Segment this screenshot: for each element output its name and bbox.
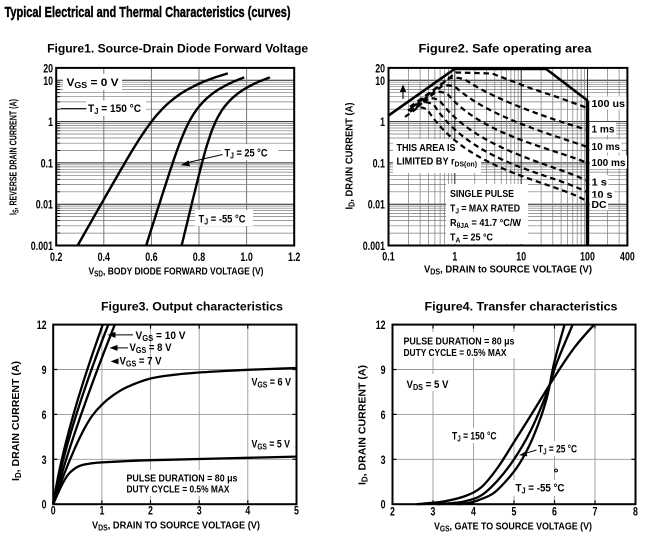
svg-text:0.001: 0.001 [31, 239, 53, 253]
svg-text:DUTY CYCLE = 0.5% MAX: DUTY CYCLE = 0.5% MAX [127, 485, 230, 496]
svg-text:6: 6 [552, 505, 557, 519]
svg-text:IS, REVERSE DRAIN CURRENT (A): IS, REVERSE DRAIN CURRENT (A) [9, 99, 21, 215]
svg-text:5: 5 [294, 504, 299, 518]
svg-text:Typical Electrical and Thermal: Typical Electrical and Thermal Character… [5, 4, 291, 21]
svg-text:10: 10 [43, 74, 53, 88]
svg-text:2: 2 [390, 505, 395, 519]
svg-text:VGS = 6 V: VGS = 6 V [252, 377, 292, 390]
svg-text:9: 9 [381, 363, 386, 377]
svg-text:12: 12 [376, 318, 386, 332]
svg-text:10: 10 [375, 74, 385, 88]
svg-text:Figure2. Safe operating area: Figure2. Safe operating area [419, 41, 592, 55]
svg-text:TJ = -55 °C: TJ = -55 °C [516, 483, 565, 496]
svg-text:4: 4 [471, 505, 476, 519]
svg-text:VDS, DRAIN TO SOURCE VOLTAGE (: VDS, DRAIN TO SOURCE VOLTAGE (V) [92, 521, 260, 533]
svg-text:0.01: 0.01 [36, 198, 54, 212]
svg-text:2: 2 [148, 504, 153, 518]
svg-text:ID, DRAIN CURRENT (A): ID, DRAIN CURRENT (A) [358, 365, 370, 485]
svg-text:1.0: 1.0 [240, 250, 253, 264]
svg-text:Figure4. Transfer characterist: Figure4. Transfer characteristics [425, 300, 618, 314]
svg-text:0.01: 0.01 [368, 198, 386, 212]
svg-text:ID, DRAIN CURRENT (A): ID, DRAIN CURRENT (A) [11, 361, 23, 481]
svg-text:PULSE DURATION = 80 μs: PULSE DURATION = 80 μs [404, 337, 515, 348]
svg-text:TA = 25 °C: TA = 25 °C [450, 233, 494, 245]
svg-text:ID, DRAIN CURRENT (A): ID, DRAIN CURRENT (A) [345, 103, 357, 210]
svg-text:TJ = 25 °C: TJ = 25 °C [538, 444, 577, 457]
svg-text:DC: DC [592, 200, 608, 211]
svg-text:RθJA = 41.7 °C/W: RθJA = 41.7 °C/W [450, 218, 521, 230]
svg-text:1.2: 1.2 [288, 250, 301, 264]
svg-text:0.2: 0.2 [50, 250, 63, 264]
svg-text:3: 3 [381, 453, 386, 467]
svg-text:20: 20 [375, 61, 385, 75]
svg-text:20: 20 [43, 61, 53, 75]
svg-text:VDS, DRAIN to SOURCE VOLTAGE (: VDS, DRAIN to SOURCE VOLTAGE (V) [424, 265, 592, 277]
svg-text:0.4: 0.4 [98, 250, 111, 264]
svg-text:9: 9 [42, 363, 47, 377]
svg-text:VGS = 8 V: VGS = 8 V [130, 342, 173, 355]
svg-text:400: 400 [620, 250, 635, 264]
svg-text:6: 6 [42, 408, 47, 422]
svg-text:1: 1 [48, 115, 53, 129]
svg-text:0.001: 0.001 [363, 239, 385, 253]
svg-text:TJ = MAX RATED: TJ = MAX RATED [450, 204, 520, 216]
svg-text:TJ = 150 °C: TJ = 150 °C [452, 431, 497, 444]
svg-text:12: 12 [37, 318, 47, 332]
svg-text:VSD, BODY DIODE FORWARD VOLTAG: VSD, BODY DIODE FORWARD VOLTAGE (V) [89, 267, 264, 279]
svg-text:Figure3. Output characteristic: Figure3. Output characteristics [101, 300, 283, 314]
svg-text:0.6: 0.6 [145, 250, 158, 264]
svg-text:DUTY CYCLE = 0.5% MAX: DUTY CYCLE = 0.5% MAX [404, 348, 507, 359]
svg-text:0.1: 0.1 [41, 156, 54, 170]
svg-text:0.1: 0.1 [373, 156, 386, 170]
svg-text:0: 0 [381, 498, 386, 512]
svg-text:5: 5 [512, 505, 517, 519]
svg-text:10: 10 [516, 250, 526, 264]
svg-text:VGS, GATE TO SOURCE VOLTAGE (V: VGS, GATE TO SOURCE VOLTAGE (V) [434, 522, 592, 534]
svg-text:VGS = 7 V: VGS = 7 V [120, 355, 163, 368]
svg-text:7: 7 [593, 505, 598, 519]
svg-text:0.8: 0.8 [193, 250, 206, 264]
svg-text:TJ = -55 °C: TJ = -55 °C [199, 214, 246, 227]
svg-text:10 s: 10 s [592, 190, 613, 201]
svg-text:0: 0 [51, 504, 56, 518]
svg-text:1: 1 [452, 250, 457, 264]
svg-text:SINGLE PULSE: SINGLE PULSE [450, 189, 514, 200]
svg-text:3: 3 [42, 453, 47, 467]
svg-text:0.1: 0.1 [382, 250, 395, 264]
svg-text:PULSE DURATION = 80 μs: PULSE DURATION = 80 μs [127, 473, 238, 484]
svg-text:100 us: 100 us [592, 99, 626, 110]
svg-text:100 ms: 100 ms [592, 158, 626, 169]
svg-text:1 ms: 1 ms [592, 125, 615, 136]
svg-text:THIS AREA IS: THIS AREA IS [397, 143, 456, 154]
svg-text:VGS = 0 V: VGS = 0 V [67, 77, 120, 90]
svg-text:4: 4 [245, 504, 250, 518]
svg-text:10 ms: 10 ms [592, 142, 621, 153]
svg-text:3: 3 [197, 504, 202, 518]
svg-text:1: 1 [380, 115, 385, 129]
svg-text:VDS = 5 V: VDS = 5 V [407, 379, 450, 392]
svg-text:1: 1 [99, 504, 104, 518]
svg-text:Figure1. Source-Drain Diode Fo: Figure1. Source-Drain Diode Forward Volt… [47, 41, 308, 55]
svg-text:100: 100 [580, 250, 595, 264]
svg-text:1 s: 1 s [592, 178, 608, 189]
svg-text:6: 6 [381, 408, 386, 422]
svg-text:VGS = 5 V: VGS = 5 V [252, 439, 291, 452]
svg-text:0: 0 [42, 498, 47, 512]
svg-text:8: 8 [633, 505, 638, 519]
svg-text:TJ = 150 °C: TJ = 150 °C [88, 103, 141, 116]
svg-text:VGS = 10 V: VGS = 10 V [136, 330, 187, 343]
svg-text:3: 3 [431, 505, 436, 519]
svg-text:LIMITED BY rDS(on): LIMITED BY rDS(on) [397, 157, 478, 169]
svg-text:TJ = 25 °C: TJ = 25 °C [225, 148, 268, 161]
